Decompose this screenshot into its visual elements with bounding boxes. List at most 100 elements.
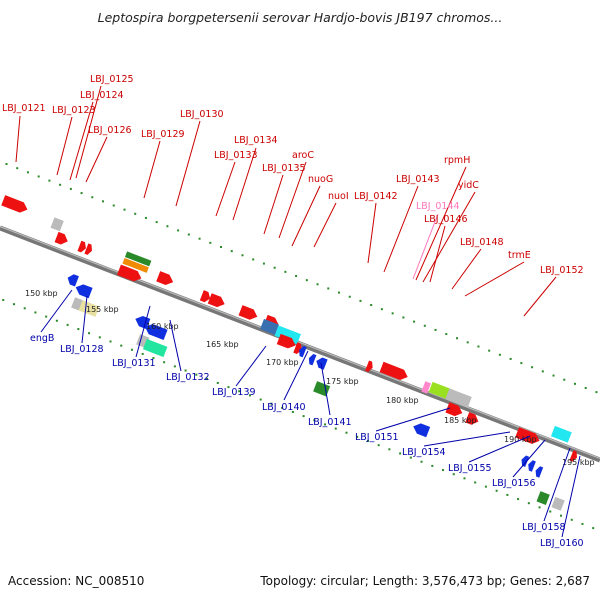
- reverse-track-dot: [538, 506, 541, 509]
- forward-gene-18: [379, 361, 408, 381]
- reverse-track-dot: [216, 381, 219, 384]
- forward-gene-8: [156, 271, 174, 286]
- forward-track-dot: [327, 287, 330, 290]
- reverse-track-dot: [259, 398, 262, 401]
- reverse-track-dot: [173, 365, 176, 368]
- forward-track-dot: [531, 366, 534, 369]
- forward-track-dot: [498, 353, 501, 356]
- reverse-track-dot: [527, 502, 530, 505]
- reverse-track-dot: [130, 348, 133, 351]
- reverse-track-dot: [506, 493, 509, 496]
- forward-gene-3: [77, 240, 86, 253]
- reverse-track-dot: [270, 402, 273, 405]
- reverse-gene-17: [535, 466, 544, 478]
- forward-label-LBJ_0134: LBJ_0134: [234, 135, 278, 146]
- forward-track-dot: [48, 179, 51, 182]
- reverse-track-dot: [88, 332, 91, 335]
- forward-track-dot: [209, 241, 212, 244]
- reverse-track-dot: [248, 394, 251, 397]
- topology-text: Topology: circular; Length: 3,576,473 bp…: [260, 574, 590, 588]
- reverse-track-dot: [420, 460, 423, 463]
- forward-track-dot: [402, 316, 405, 319]
- kbp-tick-label: 155 kbp: [86, 305, 119, 314]
- reverse-label-LBJ_0160: LBJ_0160: [540, 538, 584, 549]
- reverse-label-LBJ_0155-leader: [468, 435, 531, 463]
- forward-label-yidC-leader: [422, 191, 476, 283]
- forward-label-LBJ_0148-leader: [451, 248, 482, 290]
- reverse-gene-12: [316, 357, 328, 370]
- reverse-track-dot: [12, 303, 15, 306]
- reverse-track-dot: [484, 485, 487, 488]
- reverse-track-dot: [463, 477, 466, 480]
- forward-track-dot: [488, 349, 491, 352]
- forward-gene-5: [124, 251, 152, 267]
- dotted-tracks: [2, 163, 598, 530]
- kbp-tick-label: 175 kbp: [326, 377, 359, 386]
- forward-track-dot: [187, 233, 190, 236]
- forward-label-LBJ_0121: LBJ_0121: [2, 103, 46, 114]
- reverse-label-LBJ_0140-leader: [283, 350, 309, 401]
- forward-track-dot: [123, 208, 126, 211]
- forward-track-dot: [434, 328, 437, 331]
- forward-track-dot: [80, 192, 83, 195]
- forward-gene-11: [238, 305, 258, 320]
- forward-label-trmE-leader: [464, 261, 525, 297]
- forward-label-yidC: yidC: [458, 180, 479, 191]
- forward-track-dot: [220, 245, 223, 248]
- forward-label-aroC: aroC: [292, 150, 314, 161]
- forward-track-dot: [552, 374, 555, 377]
- forward-track-dot: [177, 229, 180, 232]
- reverse-label-LBJ_0160-leader: [561, 455, 581, 538]
- reverse-track-dot: [517, 498, 520, 501]
- forward-label-LBJ_0125: LBJ_0125: [90, 74, 134, 85]
- kbp-tick-label: 160 kbp: [146, 322, 179, 331]
- forward-label-LBJ_0135-leader: [263, 174, 284, 235]
- forward-track-dot: [413, 320, 416, 323]
- reverse-track-dot: [313, 419, 316, 422]
- reverse-track-dot: [356, 435, 359, 438]
- forward-label-LBJ_0133: LBJ_0133: [214, 150, 258, 161]
- forward-track-dot: [102, 200, 105, 203]
- reverse-label-LBJ_0141: LBJ_0141: [308, 417, 352, 428]
- reverse-track-dot: [45, 315, 48, 318]
- forward-track-dot: [477, 345, 480, 348]
- forward-label-LBJ_0126-leader: [85, 136, 108, 183]
- reverse-gene-2: [67, 274, 79, 287]
- reverse-track-dot: [549, 510, 552, 513]
- forward-track-dot: [563, 378, 566, 381]
- forward-label-LBJ_0142-leader: [367, 202, 377, 264]
- reverse-track-dot: [366, 440, 369, 443]
- forward-gene-14: [274, 325, 301, 345]
- reverse-label-LBJ_0156-leader: [512, 439, 546, 478]
- reverse-label-LBJ_0158-leader: [543, 447, 571, 522]
- forward-gene-15: [276, 333, 296, 349]
- reverse-label-LBJ_0158: LBJ_0158: [522, 522, 566, 533]
- accession-text: Accession: NC_008510: [8, 574, 145, 588]
- reverse-track-dot: [592, 527, 595, 530]
- forward-track-dot: [573, 382, 576, 385]
- kbp-tick-label: 190 kbp: [504, 435, 537, 444]
- reverse-track-dot: [109, 340, 112, 343]
- forward-gene-1: [50, 217, 64, 232]
- forward-gene-21: [445, 388, 472, 408]
- forward-label-LBJ_0146: LBJ_0146: [424, 214, 468, 225]
- forward-label-rpmH-leader: [415, 166, 467, 281]
- forward-track-dot: [241, 254, 244, 257]
- forward-track-dot: [295, 275, 298, 278]
- forward-label-LBJ_0144: LBJ_0144: [416, 201, 460, 212]
- reverse-label-LBJ_0155: LBJ_0155: [448, 463, 492, 474]
- reverse-track-dot: [98, 336, 101, 339]
- reverse-track-dot: [23, 307, 26, 310]
- reverse-track-dot: [302, 415, 305, 418]
- reverse-track-dot: [399, 452, 402, 455]
- forward-track-dot: [316, 283, 319, 286]
- forward-gene-2: [54, 231, 68, 245]
- forward-track-dot: [16, 167, 19, 170]
- forward-label-nuoI-leader: [313, 202, 337, 248]
- reverse-track-dot: [206, 377, 209, 380]
- forward-track-dot: [166, 225, 169, 228]
- reverse-gene-19: [551, 496, 565, 511]
- forward-label-LBJ_0129-leader: [143, 140, 161, 199]
- forward-track-dot: [359, 299, 362, 302]
- forward-track-dot: [134, 212, 137, 215]
